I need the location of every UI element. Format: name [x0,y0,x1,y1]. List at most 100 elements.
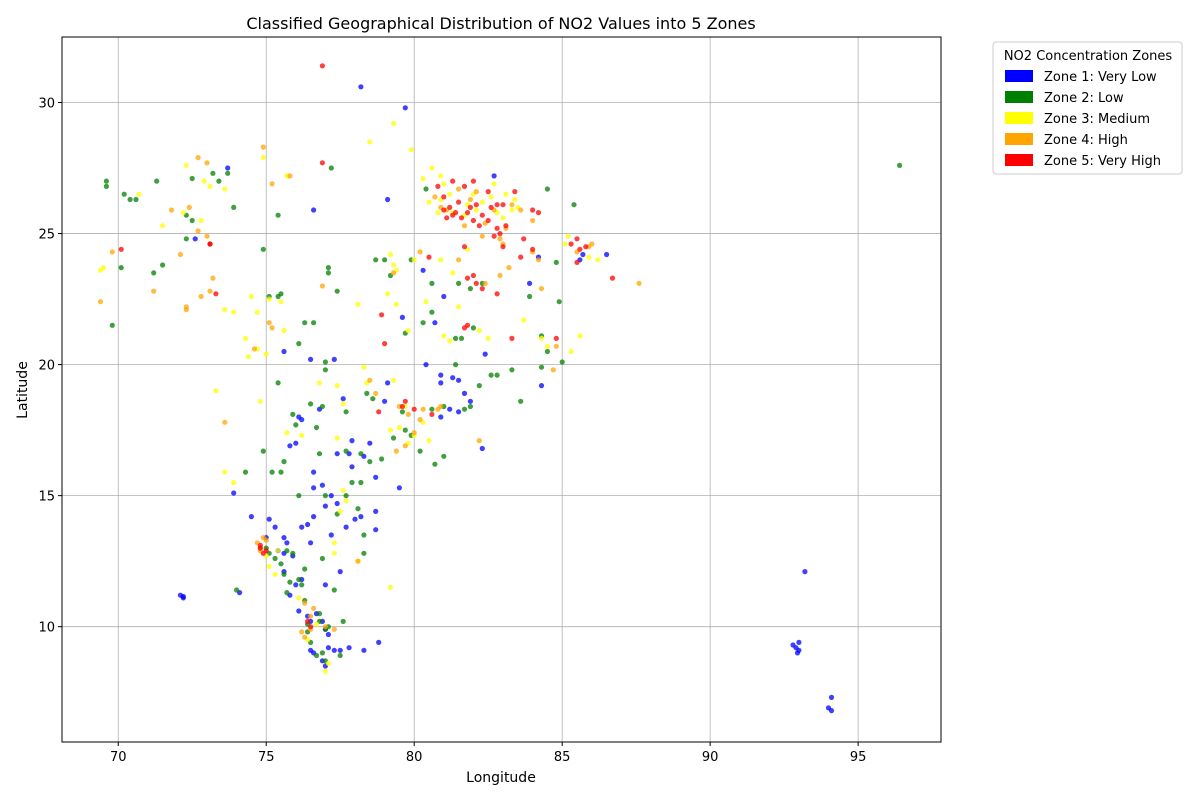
data-point [491,233,497,239]
data-point [373,508,379,514]
data-point [458,215,465,221]
data-point [358,479,364,486]
series-zone-1 [177,84,835,714]
data-point [263,548,269,554]
data-point [257,398,263,404]
data-point [497,272,503,279]
data-point [429,411,435,417]
data-point [313,621,320,627]
data-point [518,207,524,213]
data-point [574,236,580,242]
data-point [355,558,361,564]
data-point [429,406,435,412]
data-point [479,286,485,292]
data-point [103,183,109,189]
data-point [500,215,506,221]
data-point [429,165,435,171]
data-point [509,202,515,208]
data-point [352,516,358,522]
data-point [473,207,479,213]
data-point [580,251,586,258]
data-point [242,469,249,475]
data-point [500,244,506,250]
data-point [467,196,473,203]
data-point [482,351,488,357]
data-point [272,571,278,577]
data-point [828,708,835,714]
data-point [385,291,391,297]
data-point [201,178,207,184]
data-point [595,257,601,263]
data-point [284,430,290,436]
data-point [299,432,305,438]
data-point [103,178,109,184]
data-point [210,170,216,176]
legend-swatch [1005,70,1033,82]
data-point [296,493,302,499]
data-point [331,626,337,632]
data-point [296,608,302,614]
data-point [361,364,367,370]
data-point [373,474,379,480]
legend-swatch [1005,133,1033,145]
data-point [328,165,334,171]
data-point [296,576,302,583]
data-point [385,196,391,203]
data-point [426,438,432,444]
data-point [441,181,447,187]
data-point [488,372,494,378]
data-point [426,254,432,260]
data-point [509,207,515,213]
data-point [370,396,376,402]
legend-swatch [1005,154,1033,166]
data-point [577,333,583,339]
plot-frame [61,36,942,743]
data-point [535,210,542,216]
data-point [121,191,127,197]
data-point [319,63,325,69]
data-point [503,191,509,197]
data-point [464,275,471,281]
data-point [302,320,308,326]
data-point [311,514,317,520]
legend-label: Zone 3: Medium [1044,112,1150,127]
data-point [411,257,417,263]
data-point [308,356,314,362]
data-point [183,162,189,168]
data-point [334,451,340,457]
data-point [160,262,166,268]
grid-lines [62,37,941,742]
data-point [411,406,417,412]
data-point [325,265,331,271]
data-point [461,183,468,189]
data-point [367,377,373,383]
data-point [461,244,468,250]
data-point [458,335,465,341]
data-point [438,380,444,386]
data-point [538,335,545,341]
data-point [559,359,565,365]
data-point [281,571,287,577]
data-point [444,215,450,221]
data-point [441,333,447,339]
data-point [506,265,512,271]
data-point [287,443,293,449]
data-point [340,396,346,402]
x-tick-label: 85 [554,750,571,765]
data-point [420,175,426,182]
data-point [390,262,397,268]
data-point [456,280,462,286]
data-point [577,246,583,252]
data-point [470,325,476,331]
data-point [441,194,447,200]
data-point [373,257,379,263]
data-point [242,335,249,341]
data-point [491,181,497,187]
data-point [311,485,317,491]
data-point [461,390,468,396]
data-point [322,493,328,499]
data-point [334,288,340,294]
data-point [302,600,308,606]
data-point [447,338,453,344]
data-point [562,241,568,247]
